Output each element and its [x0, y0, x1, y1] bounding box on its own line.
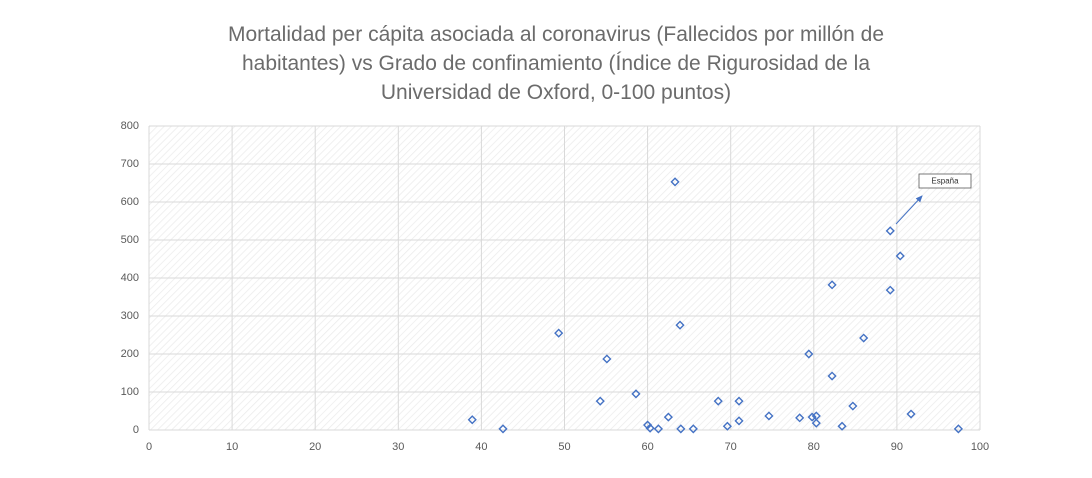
y-tick-label: 500 [121, 234, 139, 246]
x-tick-label: 20 [309, 441, 321, 453]
data-point [670, 177, 680, 187]
x-tick-label: 50 [558, 441, 570, 453]
data-point [885, 285, 895, 295]
x-tick-label: 90 [891, 441, 903, 453]
y-tick-label: 400 [121, 272, 139, 284]
x-tick-label: 60 [641, 441, 653, 453]
data-point [688, 424, 698, 434]
data-point [885, 226, 895, 236]
data-point [953, 424, 963, 434]
data-point [734, 416, 744, 426]
data-point [827, 371, 837, 381]
data-point [675, 320, 685, 330]
y-tick-label: 300 [121, 310, 139, 322]
data-point [859, 333, 869, 343]
data-point [807, 412, 817, 422]
chart-title: Mortalidad per cápita asociada al corona… [228, 23, 884, 104]
data-point [653, 424, 663, 434]
data-point [827, 280, 837, 290]
data-point [734, 396, 744, 406]
data-point [795, 413, 805, 423]
data-point [645, 423, 655, 433]
x-tick-label: 70 [725, 441, 737, 453]
data-point [713, 396, 723, 406]
data-point [722, 421, 732, 431]
data-point [602, 354, 612, 364]
data-point [631, 389, 641, 399]
x-tick-label: 30 [392, 441, 404, 453]
data-point [554, 328, 564, 338]
x-tick-label: 100 [971, 441, 989, 453]
x-tick-label: 0 [146, 441, 152, 453]
annotation: España [931, 177, 959, 186]
data-point [467, 415, 477, 425]
y-tick-label: 700 [121, 158, 139, 170]
data-point [848, 401, 858, 411]
x-tick-label: 40 [475, 441, 487, 453]
y-tick-label: 800 [121, 120, 139, 132]
y-tick-label: 0 [133, 424, 139, 436]
data-point [676, 424, 686, 434]
data-point [595, 396, 605, 406]
data-point [837, 421, 847, 431]
x-tick-label: 10 [226, 441, 238, 453]
data-point [895, 251, 905, 261]
y-tick-label: 200 [121, 348, 139, 360]
y-tick-label: 100 [121, 386, 139, 398]
data-point [906, 409, 916, 419]
annotation-arrow [895, 195, 923, 225]
data-point [804, 349, 814, 359]
data-point [663, 412, 673, 422]
data-point [811, 418, 821, 428]
data-point [764, 411, 774, 421]
annotation-box [918, 173, 972, 189]
data-point [498, 424, 508, 434]
x-tick-label: 80 [808, 441, 820, 453]
y-tick-label: 600 [121, 196, 139, 208]
